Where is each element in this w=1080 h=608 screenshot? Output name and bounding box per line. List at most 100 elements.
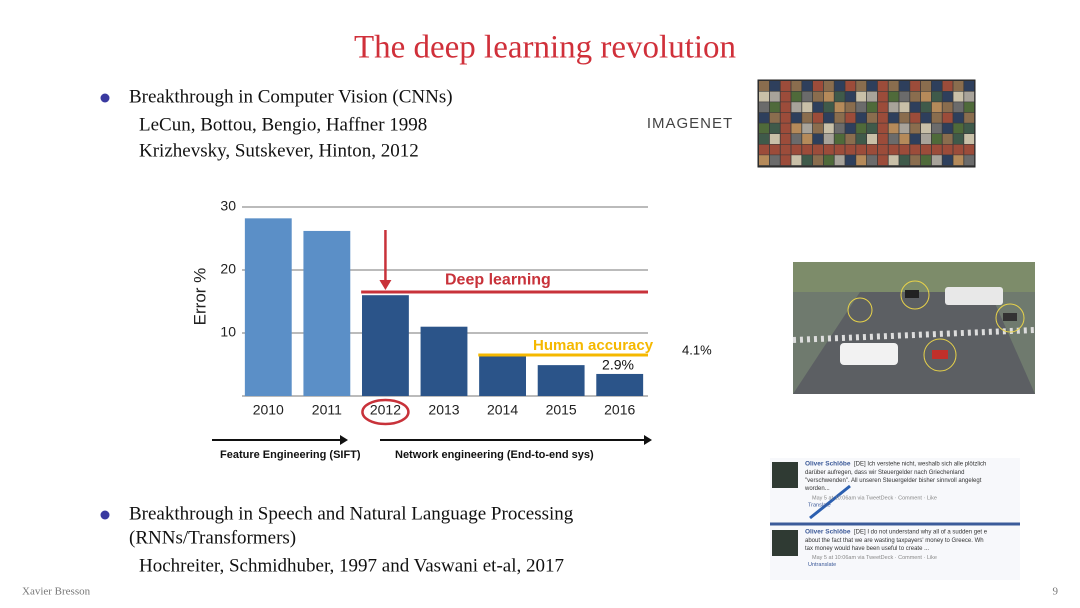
mosaic-tile	[834, 91, 845, 102]
bullet-sub: LeCun, Bottou, Bengio, Haffner 1998	[139, 114, 427, 135]
bar	[303, 230, 351, 396]
mosaic-tile	[802, 81, 813, 91]
mosaic-tile	[910, 102, 921, 113]
mosaic-tile	[931, 155, 942, 166]
x-tick-label: 2014	[487, 402, 518, 418]
mosaic-tile	[769, 144, 780, 155]
mosaic-tile	[759, 91, 769, 102]
mosaic-tile	[856, 81, 867, 91]
bar	[596, 373, 644, 396]
mosaic-tile	[802, 112, 813, 123]
mosaic-tile	[953, 102, 964, 113]
slide-title: The deep learning revolution	[354, 30, 736, 66]
mosaic-tile	[759, 134, 769, 144]
mosaic-tile	[791, 144, 802, 155]
mosaic-tile	[769, 102, 780, 113]
mosaic-tile	[964, 102, 975, 113]
mosaic-tile	[931, 123, 942, 134]
mosaic-tile	[877, 144, 888, 155]
imagenet-mosaic	[757, 79, 976, 168]
mosaic-tile	[813, 91, 823, 102]
mosaic-tile	[769, 155, 780, 166]
mosaic-tile	[823, 144, 834, 155]
tweet-line: darüber aufregen, dass wir Steuergelder …	[805, 470, 964, 476]
mosaic-tile	[899, 155, 910, 166]
mosaic-tile	[791, 91, 802, 102]
mosaic-tile	[780, 81, 791, 91]
mosaic-tile	[931, 134, 942, 144]
mosaic-tile	[845, 144, 856, 155]
mosaic-tile	[813, 102, 823, 113]
footer-page: 9	[1053, 586, 1059, 598]
mosaic-tile	[856, 91, 867, 102]
mosaic-tile	[856, 155, 867, 166]
mosaic-tile	[877, 155, 888, 166]
mosaic-tile	[931, 144, 942, 155]
mosaic-tile	[964, 81, 975, 91]
arrow-head	[379, 280, 392, 291]
x-tick-label: 2013	[428, 402, 459, 418]
mosaic-tile	[856, 123, 867, 134]
best-error-label: 2.9%	[602, 357, 634, 373]
mosaic-tile	[834, 112, 845, 123]
tweet-line: worden...	[804, 486, 830, 492]
mosaic-tile	[899, 81, 910, 91]
mosaic-tile	[877, 112, 888, 123]
mosaic-tile	[942, 91, 953, 102]
mosaic-tile	[953, 91, 964, 102]
mosaic-tile	[780, 91, 791, 102]
mosaic-tile	[759, 155, 769, 166]
mosaic-tile	[877, 81, 888, 91]
mosaic-tile	[888, 134, 899, 144]
mosaic-tile	[921, 155, 931, 166]
mosaic-tile	[899, 123, 910, 134]
mosaic-tile	[964, 91, 975, 102]
imagenet-logo: IMAGENET	[647, 115, 733, 132]
mosaic-tile	[867, 144, 877, 155]
x-tick-label: 2012	[370, 402, 401, 418]
y-tick-label: 10	[220, 324, 236, 340]
mosaic-tile	[769, 91, 780, 102]
mosaic-tile	[813, 155, 823, 166]
mosaic-tile	[964, 112, 975, 123]
bar	[537, 365, 585, 396]
tweet-line: "verschwenden". All unseren Steuergelder…	[805, 478, 982, 484]
mosaic-tile	[823, 112, 834, 123]
phase-label: Feature Engineering (SIFT)	[220, 449, 361, 461]
mosaic-tile	[823, 91, 834, 102]
mosaic-tile	[899, 134, 910, 144]
tweet-meta: May 5 at 10:06am via TweetDeck · Comment…	[812, 555, 937, 561]
mosaic-tile	[791, 112, 802, 123]
mosaic-tile	[802, 134, 813, 144]
mosaic-tile	[910, 112, 921, 123]
mosaic-tile	[834, 123, 845, 134]
mosaic-tile	[921, 102, 931, 113]
mosaic-tile	[813, 144, 823, 155]
mosaic-tile	[888, 123, 899, 134]
mosaic-tile	[910, 155, 921, 166]
mosaic-tile	[834, 102, 845, 113]
mosaic-tile	[845, 91, 856, 102]
mosaic-tile	[867, 112, 877, 123]
mosaic-tile	[769, 134, 780, 144]
mosaic-tile	[877, 91, 888, 102]
mosaic-tile	[802, 91, 813, 102]
tweet-action: Untranslate	[808, 562, 836, 568]
mosaic-tile	[856, 112, 867, 123]
bullet-dot	[100, 93, 110, 103]
bullet-dot	[100, 510, 110, 520]
tweets-image	[770, 458, 1020, 580]
mosaic-tile	[867, 102, 877, 113]
mosaic-tile	[845, 102, 856, 113]
highlight-circle	[361, 398, 410, 426]
mosaic-tile	[921, 112, 931, 123]
bullet-sub: Krizhevsky, Sutskever, Hinton, 2012	[139, 140, 419, 161]
mosaic-tile	[953, 123, 964, 134]
mosaic-tile	[921, 81, 931, 91]
mosaic-tile	[834, 144, 845, 155]
mosaic-tile	[942, 144, 953, 155]
bar	[479, 353, 526, 396]
human-accuracy-label: Human accuracy	[533, 337, 654, 354]
x-tick-label: 2016	[604, 402, 635, 418]
